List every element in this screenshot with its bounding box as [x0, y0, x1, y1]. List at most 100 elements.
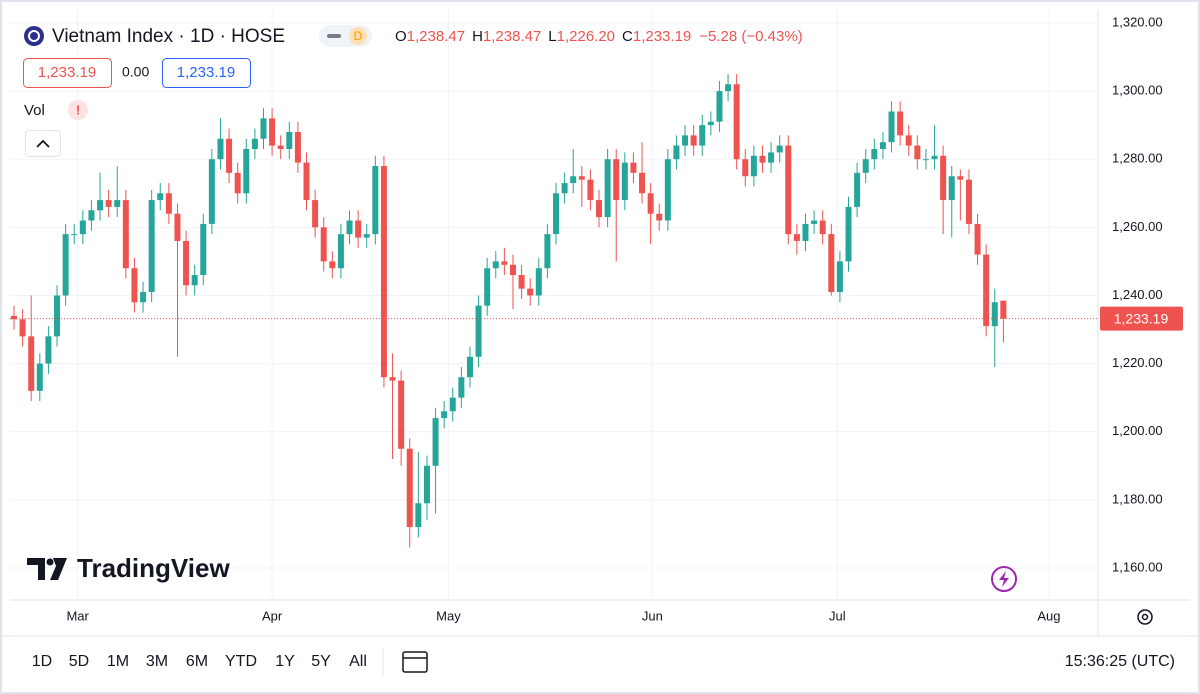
range-button[interactable]: YTD: [225, 653, 257, 670]
alert-icon[interactable]: [68, 100, 88, 120]
candle-body: [690, 135, 697, 146]
lightning-icon[interactable]: [991, 566, 1017, 592]
spread-label: 0.00: [122, 64, 149, 80]
candle-body: [991, 302, 998, 327]
candle-body: [415, 503, 422, 528]
candle-body: [707, 121, 714, 126]
candle-body: [380, 166, 387, 378]
candle-body: [604, 159, 611, 218]
range-button[interactable]: 6M: [186, 653, 208, 670]
ohlc-key: L: [548, 28, 556, 45]
y-tick-label: 1,300.00: [1112, 83, 1163, 98]
range-button[interactable]: 1Y: [275, 653, 295, 670]
last-price-label: 1,233.19: [1114, 310, 1169, 326]
ohlc-key: O: [395, 28, 407, 45]
logo-mark: [46, 558, 54, 566]
candle-body: [423, 465, 430, 504]
candle-body: [122, 200, 129, 269]
ohlc-value: 1,233.19: [633, 28, 691, 45]
change: −5.28 (−0.43%): [699, 28, 802, 45]
candle-body: [165, 193, 172, 214]
candle-body: [114, 200, 121, 207]
settings-icon[interactable]: [1137, 609, 1153, 625]
plot: [10, 10, 1098, 600]
range-button[interactable]: 1D: [32, 653, 52, 670]
candle-body: [553, 193, 559, 235]
settings-icon: [1141, 613, 1149, 621]
candle-body: [544, 234, 551, 269]
candle-body: [105, 200, 112, 207]
symbol-title: Vietnam Index · 1D · HOSE: [52, 26, 285, 47]
candle-body: [406, 448, 413, 528]
candle-body: [97, 200, 104, 211]
candle-body: [914, 145, 921, 160]
candle-body: [372, 166, 379, 235]
candle-body: [983, 254, 990, 327]
candle-body: [243, 148, 250, 194]
candle-body: [36, 363, 43, 391]
candle-body: [157, 193, 164, 201]
candle-body: [948, 176, 955, 201]
clock: 15:36:25 (UTC): [1065, 653, 1175, 670]
range-button[interactable]: 1M: [107, 653, 129, 670]
candle-body: [346, 220, 353, 235]
candle-body: [432, 418, 439, 466]
candle-body: [398, 380, 405, 449]
candle-body: [940, 155, 947, 201]
y-tick-label: 1,320.00: [1112, 14, 1163, 29]
ohlc: O1,238.47 H1,238.47 L1,226.20 C1,233.19 −5.2…: [395, 28, 803, 45]
symbol-icon: [28, 30, 40, 42]
candle-body: [759, 155, 766, 163]
price-box-label: 1,233.19: [38, 64, 96, 81]
candle-body: [88, 210, 95, 221]
range-button[interactable]: 3M: [146, 653, 168, 670]
candle-body: [535, 268, 542, 296]
candle-body: [897, 111, 904, 136]
candle-body: [217, 138, 224, 160]
ohlc-value: 1,238.47: [483, 28, 541, 45]
range-button[interactable]: 5Y: [311, 653, 331, 670]
candle-body: [613, 159, 620, 201]
candle-body: [639, 172, 646, 194]
candle-body: [854, 172, 861, 207]
calendar-icon[interactable]: [402, 651, 428, 673]
candle-body: [183, 240, 190, 286]
candle-body: [54, 295, 61, 337]
candle-body: [931, 155, 938, 160]
candle-body: [294, 131, 301, 163]
candle-body: [320, 227, 327, 262]
x-tick-label: Mar: [66, 608, 89, 623]
candle-body: [355, 220, 362, 238]
candle-body: [905, 135, 912, 146]
candle-body: [776, 145, 783, 153]
alert-label: !: [76, 102, 80, 117]
candle-body: [742, 159, 749, 177]
candle-body: [174, 213, 181, 241]
price-box[interactable]: [162, 58, 251, 88]
y-tick-label: 1,220.00: [1112, 355, 1163, 370]
candle-body: [45, 336, 52, 364]
candle-body: [733, 84, 740, 160]
candle-body: [578, 176, 585, 180]
range-button[interactable]: 5D: [69, 653, 89, 670]
candle-body: [260, 118, 267, 139]
candle-body: [148, 200, 155, 293]
candle-body: [664, 159, 671, 221]
ohlc-value: 1,238.47: [407, 28, 465, 45]
price-box[interactable]: [23, 58, 112, 88]
candle-body: [561, 183, 568, 194]
candle-body: [673, 145, 680, 160]
collapse-button[interactable]: [25, 130, 61, 157]
candle-body: [871, 148, 878, 160]
range-button[interactable]: All: [349, 653, 367, 670]
candle-body: [836, 261, 843, 293]
collapse-icon: [36, 139, 50, 148]
candle-body: [389, 377, 396, 381]
candle-body: [251, 138, 258, 149]
candle-body: [596, 200, 603, 218]
candle-body: [277, 145, 284, 149]
candle-body: [682, 135, 689, 146]
ohlc-value: 1,226.20: [557, 28, 615, 45]
